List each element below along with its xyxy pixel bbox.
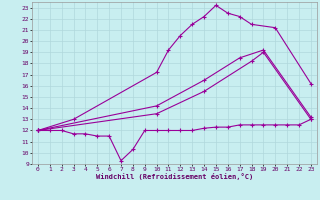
X-axis label: Windchill (Refroidissement éolien,°C): Windchill (Refroidissement éolien,°C) <box>96 173 253 180</box>
